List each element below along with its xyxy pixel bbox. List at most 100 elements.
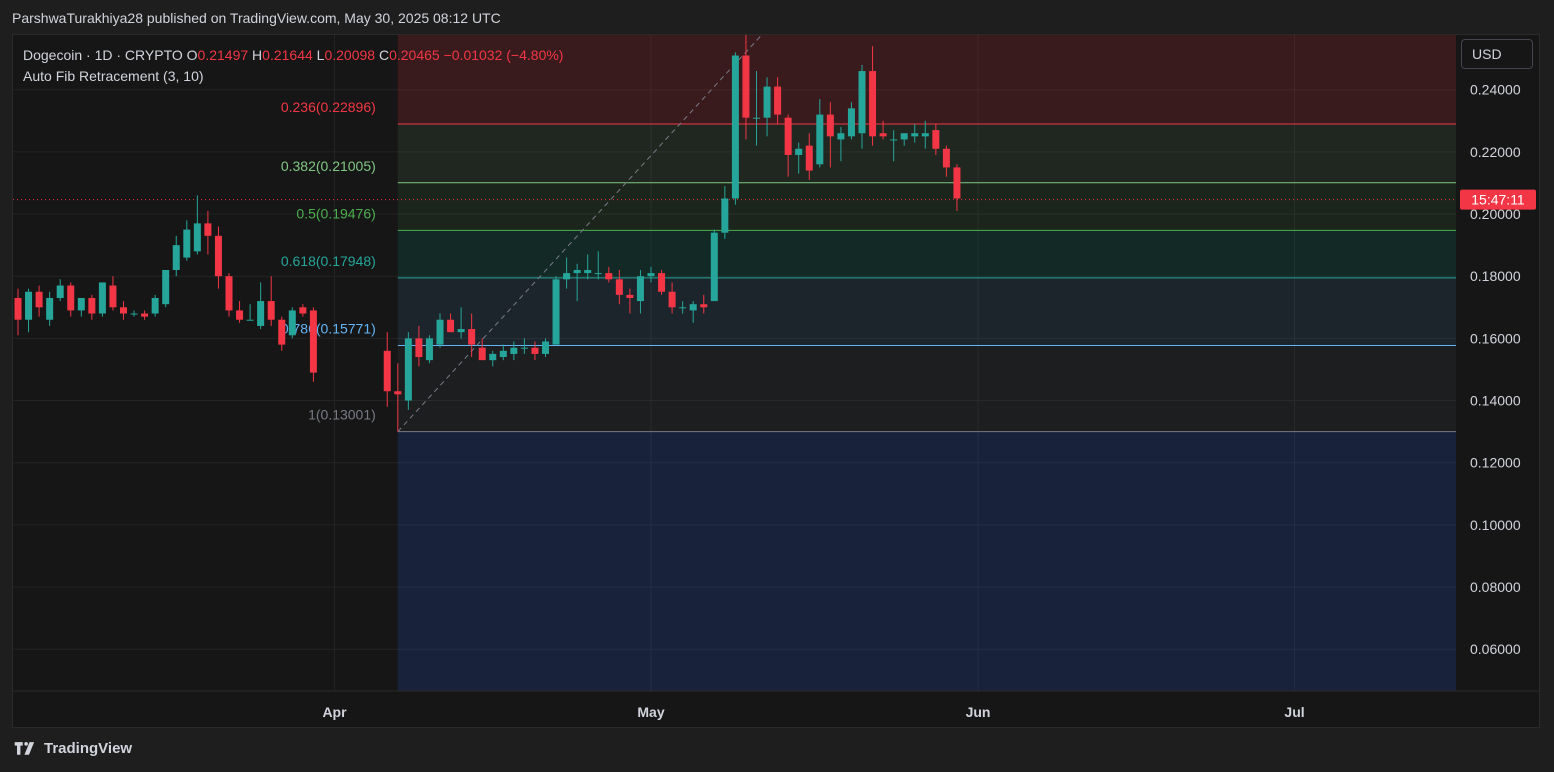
candle-body: [56, 285, 64, 298]
candle-body: [468, 329, 476, 345]
y-tick-label: 0.12000: [1470, 455, 1521, 471]
currency-button[interactable]: USD: [1461, 39, 1533, 69]
candle-body: [130, 313, 138, 315]
candle-body: [563, 273, 571, 280]
candle-body: [35, 291, 43, 308]
candle-body: [774, 86, 782, 115]
low-label: L: [316, 47, 325, 63]
open-value: 0.21497: [197, 47, 249, 63]
candle-body: [679, 307, 687, 309]
low-value: 0.20098: [324, 47, 376, 63]
y-tick-label: 0.08000: [1470, 579, 1521, 595]
chart-panel[interactable]: 0(0.25952)0.236(0.22896)0.382(0.21005)0.…: [12, 34, 1540, 728]
candle-body: [753, 117, 760, 119]
candle-body: [594, 273, 602, 275]
candle-body: [721, 198, 729, 233]
candle-body: [932, 130, 940, 149]
candle-body: [921, 133, 929, 137]
candle-body: [394, 391, 402, 395]
candle-body: [911, 133, 919, 137]
candle-body: [172, 245, 180, 270]
symbol-label[interactable]: Dogecoin · 1D · CRYPTO: [23, 47, 183, 63]
countdown-label: 15:47:11: [1471, 192, 1525, 208]
candle-body: [763, 86, 771, 118]
fib-zone-0.618: [397, 277, 1456, 346]
fib-zone-0.786: [397, 345, 1456, 432]
fib-zone-0.5: [397, 230, 1456, 278]
fib-label-0.786: 0.786(0.15771): [281, 321, 376, 337]
candle-body: [520, 347, 528, 349]
tradingview-logo-icon: [14, 741, 35, 755]
y-tick-label: 0.10000: [1470, 517, 1521, 533]
candle-body: [879, 133, 887, 137]
fib-label-0.236: 0.236(0.22896): [281, 99, 376, 115]
candle-body: [447, 319, 455, 333]
candle-body: [668, 291, 676, 308]
candle-body: [299, 307, 307, 314]
candle-body: [531, 347, 539, 354]
candle-body: [499, 350, 507, 358]
candle-body: [415, 338, 423, 358]
candle-body: [489, 353, 497, 361]
y-tick-label: 0.06000: [1470, 641, 1521, 657]
y-tick-label: 0.16000: [1470, 330, 1521, 346]
candle-body: [214, 235, 222, 277]
candle-body: [953, 167, 961, 199]
candle-body: [615, 279, 623, 295]
fib-label-0.618: 0.618(0.17948): [281, 253, 376, 269]
candle-body: [404, 338, 412, 401]
fib-zone-0.382: [397, 182, 1456, 231]
candle-body: [77, 297, 85, 311]
candles-layer: [13, 35, 1456, 432]
candle-body: [510, 347, 518, 354]
candle-body: [837, 133, 845, 140]
candle-body: [826, 114, 834, 137]
close-label: C: [378, 47, 390, 63]
fib-trend-line: [397, 35, 763, 432]
change-value: −0.01032 (−4.80%): [443, 47, 564, 63]
grid-layer: [13, 35, 1456, 691]
candle-body: [204, 223, 212, 236]
candle-body: [193, 223, 201, 252]
candle-body: [552, 279, 560, 345]
candle-body: [46, 297, 54, 320]
brand-name: TradingView: [44, 740, 133, 757]
candle-body: [151, 297, 159, 314]
candle-body: [805, 145, 813, 171]
candle-body: [98, 282, 106, 314]
fib-zone-0: [397, 35, 1456, 125]
tradingview-brand[interactable]: TradingView: [12, 740, 132, 757]
candle-body: [25, 291, 33, 320]
candle-body: [225, 276, 233, 311]
countdown-badge: [1460, 189, 1536, 210]
candle-body: [88, 297, 96, 314]
candle-body: [162, 269, 170, 305]
candle-body: [278, 319, 286, 345]
x-tick-label: Jul: [1284, 704, 1304, 720]
y-tick-label: 0.22000: [1470, 144, 1521, 160]
candle-body: [183, 229, 191, 258]
ohlc-row: Dogecoin · 1D · CRYPTO O0.21497 H0.21644…: [23, 45, 563, 66]
y-tick-label: 0.14000: [1470, 393, 1521, 409]
candle-body: [288, 310, 296, 336]
candle-body: [784, 117, 792, 155]
candle-body: [942, 148, 950, 168]
candle-body: [436, 319, 444, 345]
high-label: H: [252, 47, 263, 63]
fib-retracement[interactable]: 0(0.25952)0.236(0.22896)0.382(0.21005)0.…: [281, 35, 1456, 691]
candle-body: [478, 347, 486, 361]
fib-label-1: 1(0.13001): [308, 407, 376, 423]
fib-label-0.382: 0.382(0.21005): [281, 158, 376, 174]
fib-zone-1: [397, 431, 1456, 691]
close-value: 0.20465: [389, 47, 440, 63]
candle-body: [542, 341, 549, 354]
candle-body: [120, 307, 127, 314]
y-tick-label: 0.20000: [1470, 206, 1521, 222]
candle-body: [636, 276, 644, 302]
x-tick-label: Apr: [322, 704, 347, 720]
indicator-label[interactable]: Auto Fib Retracement (3, 10): [23, 68, 204, 84]
candle-body: [626, 294, 634, 298]
candlestick-chart[interactable]: 0(0.25952)0.236(0.22896)0.382(0.21005)0.…: [13, 35, 1539, 727]
candle-body: [109, 285, 117, 308]
y-tick-label: 0.18000: [1470, 268, 1521, 284]
